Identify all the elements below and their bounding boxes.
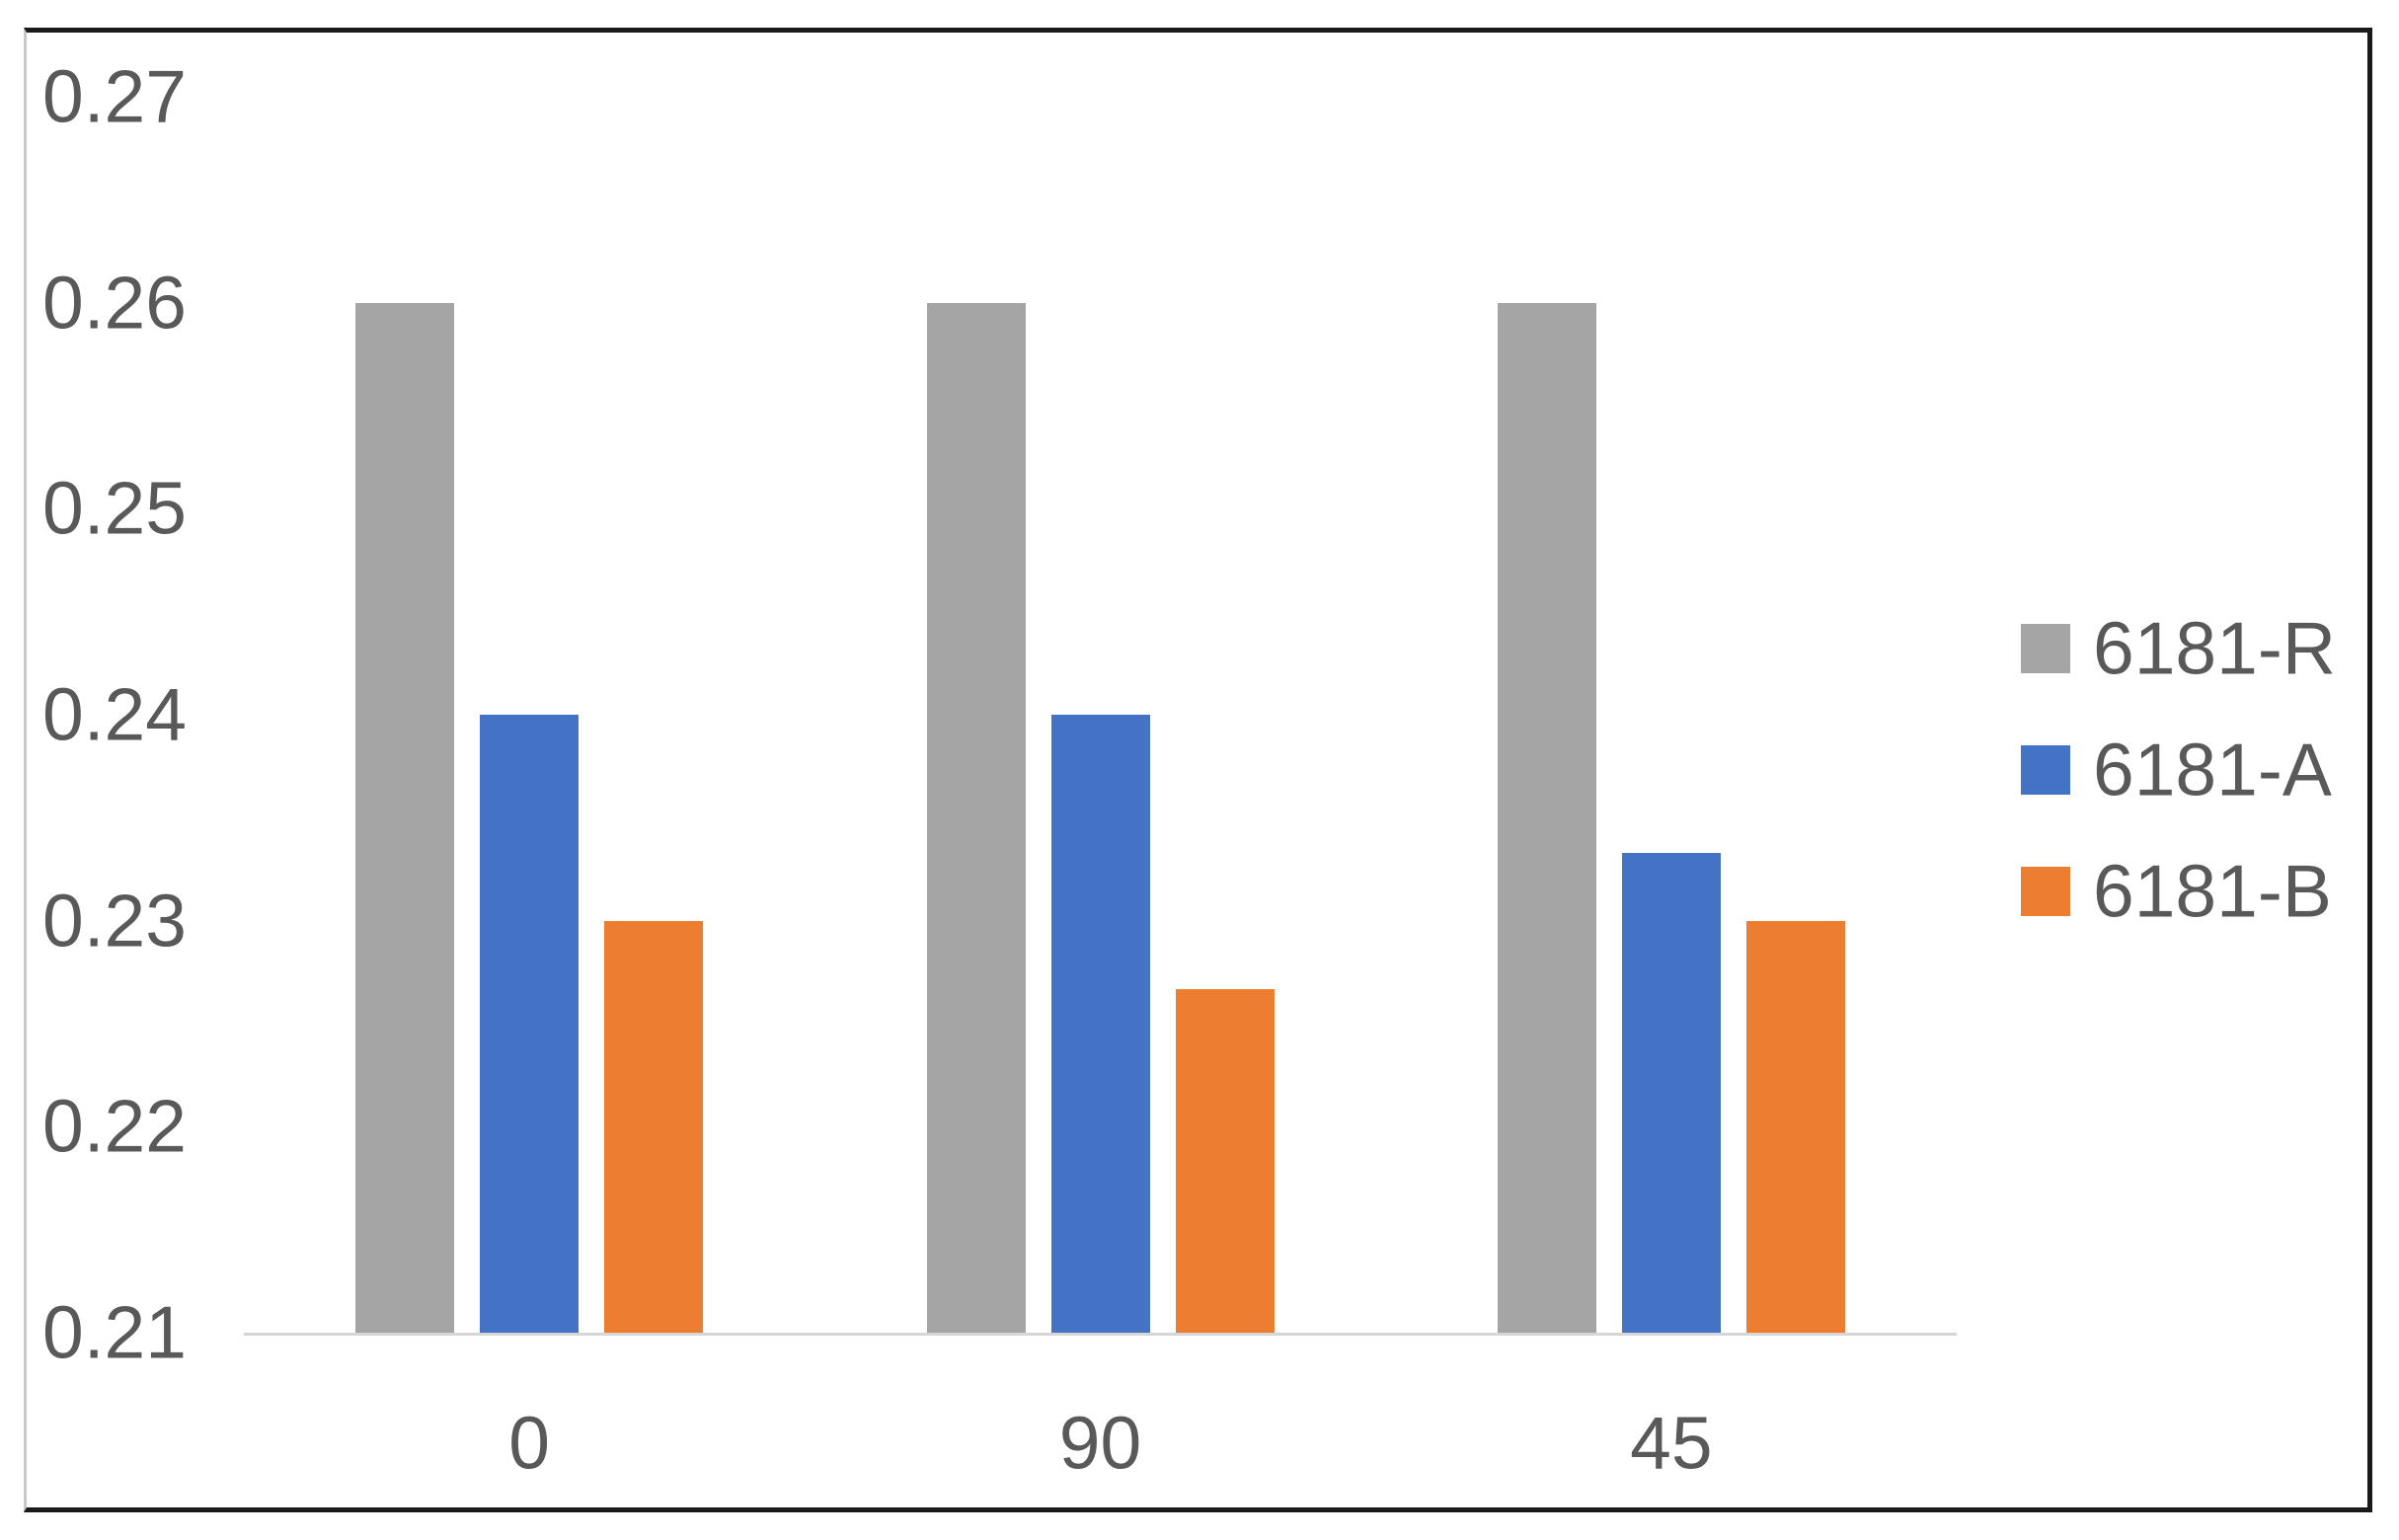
bar-6181-B-cat-45	[1745, 920, 1845, 1333]
bar-6181-R-cat-45	[1497, 302, 1596, 1333]
x-axis-line	[244, 1333, 1957, 1336]
legend-swatch-6181-B	[2021, 867, 2070, 916]
legend-label-6181-A: 6181-A	[2093, 728, 2332, 811]
bar-6181-A-cat-45	[1621, 852, 1721, 1333]
y-axis-tick-label: 0.27	[42, 54, 187, 138]
x-axis-category-label: 0	[508, 1401, 551, 1485]
bar-6181-A-cat-90	[1050, 715, 1150, 1333]
bar-6181-R-cat-0	[355, 302, 455, 1333]
legend-label-6181-R: 6181-R	[2093, 606, 2336, 690]
x-axis-category-label: 90	[1058, 1401, 1142, 1485]
legend-swatch-6181-R	[2021, 624, 2070, 673]
y-axis-tick-label: 0.22	[42, 1084, 187, 1168]
y-axis-tick-label: 0.23	[42, 879, 187, 962]
bar-6181-R-cat-90	[926, 302, 1026, 1333]
legend-swatch-6181-A	[2021, 745, 2070, 795]
y-axis-tick-label: 0.25	[42, 466, 187, 550]
bar-6181-B-cat-90	[1175, 988, 1275, 1333]
y-axis-tick-label: 0.26	[42, 261, 187, 345]
y-axis-tick-label: 0.24	[42, 672, 187, 756]
legend-label-6181-B: 6181-B	[2093, 849, 2332, 933]
bar-6181-B-cat-0	[604, 920, 704, 1333]
y-axis-tick-label: 0.21	[42, 1290, 187, 1374]
x-axis-category-label: 45	[1630, 1401, 1713, 1485]
bar-6181-A-cat-0	[480, 715, 580, 1333]
